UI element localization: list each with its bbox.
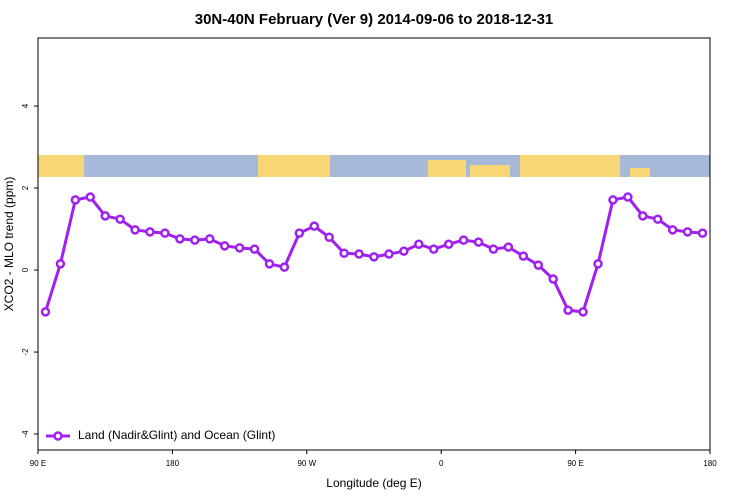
chart-title: 30N-40N February (Ver 9) 2014-09-06 to 2… — [195, 11, 554, 28]
point — [264, 259, 275, 269]
point — [428, 244, 439, 254]
point — [473, 237, 484, 247]
y-tick-label: -2 — [21, 348, 30, 356]
point — [563, 305, 573, 315]
point — [488, 244, 499, 254]
x-tick-label: 180 — [166, 459, 180, 468]
map-land — [470, 165, 510, 177]
point — [638, 211, 648, 221]
x-tick-label: 90 E — [567, 459, 583, 468]
point — [55, 259, 66, 269]
point — [503, 242, 514, 252]
point — [443, 239, 454, 249]
point — [593, 259, 603, 269]
point — [145, 227, 155, 237]
y-axis-label: XCO2 - MLO trend (ppm) — [2, 177, 16, 312]
point — [70, 195, 81, 205]
point — [697, 228, 708, 238]
x-tick-label: 90 W — [297, 459, 316, 468]
point — [608, 195, 618, 205]
y-tick-label: 0 — [21, 267, 30, 272]
point — [130, 225, 140, 235]
map-strip — [38, 155, 710, 177]
y-tick-label: -4 — [21, 430, 30, 438]
point — [682, 227, 693, 237]
point — [175, 234, 185, 244]
map-land — [428, 160, 466, 177]
map-land — [630, 168, 650, 177]
point — [354, 249, 364, 259]
x-axis-label: Longitude (deg E) — [326, 476, 421, 490]
point — [384, 249, 394, 259]
point — [115, 214, 125, 224]
point — [219, 241, 230, 251]
point — [518, 251, 529, 261]
y-tick-label: 4 — [21, 103, 30, 108]
point — [160, 228, 170, 238]
point — [548, 274, 558, 284]
point — [458, 235, 469, 245]
point — [399, 246, 409, 256]
point — [85, 192, 96, 202]
point — [667, 225, 678, 235]
point — [414, 239, 424, 249]
x-tick-label: 180 — [703, 459, 717, 468]
legend-marker — [53, 431, 63, 441]
point — [578, 307, 588, 317]
point — [533, 260, 544, 270]
point — [339, 248, 349, 258]
point — [204, 234, 215, 244]
plot-frame — [37, 37, 711, 451]
point — [324, 232, 334, 242]
point — [279, 262, 290, 272]
point — [234, 243, 245, 253]
map-land — [38, 155, 84, 177]
point — [100, 211, 110, 221]
point — [623, 192, 633, 202]
map-land — [520, 155, 620, 177]
y-tick-label: 2 — [21, 185, 30, 190]
point — [190, 235, 200, 245]
x-tick-label: 0 — [439, 459, 444, 468]
map-land — [258, 155, 330, 177]
legend-label: Land (Nadir&Glint) and Ocean (Glint) — [78, 428, 275, 442]
x-tick-label: 90 E — [30, 459, 46, 468]
point — [249, 244, 260, 254]
point — [309, 221, 320, 231]
point — [294, 228, 305, 238]
point — [40, 307, 51, 317]
point — [369, 252, 379, 262]
point — [652, 214, 663, 224]
